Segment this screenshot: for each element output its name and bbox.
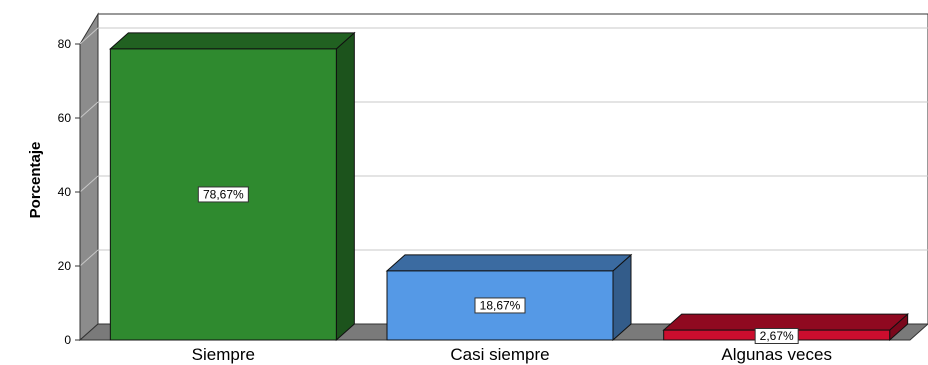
y-tick-label: 40 — [58, 185, 72, 199]
gridline-diagonal — [79, 175, 99, 193]
bars: 78,67% 18,67% 2,67% — [109, 31, 909, 344]
x-tick-labels: Siempre Casi siempre Algunas veces — [192, 345, 832, 364]
bar-siempre: 78,67% — [109, 31, 356, 342]
y-tick-label: 80 — [58, 37, 72, 51]
y-tick-label: 0 — [64, 333, 71, 347]
data-label-text: 18,67% — [480, 298, 521, 312]
x-tick-label: Algunas veces — [721, 345, 832, 364]
left-wall — [79, 12, 99, 342]
y-axis-title: Porcentaje — [27, 142, 44, 219]
y-ticks: 0 20 40 60 80 — [58, 37, 80, 347]
data-label-text: 78,67% — [203, 187, 244, 201]
data-label-box — [754, 328, 799, 344]
bar-top — [385, 254, 633, 272]
data-label-box — [474, 297, 526, 314]
y-tick-label: 60 — [58, 111, 72, 125]
bar-casi-siempre: 18,67% — [385, 253, 633, 342]
bar-top — [109, 32, 356, 50]
data-label: 2,67% — [754, 328, 799, 344]
gridline-diagonal — [79, 101, 99, 119]
bar-side — [335, 31, 355, 342]
gridline-diagonal — [79, 249, 99, 267]
y-tick-label: 20 — [58, 259, 72, 273]
x-tick-label: Casi siempre — [450, 345, 549, 364]
bar-algunas-veces: 2,67% — [662, 313, 909, 344]
bar-top — [662, 313, 909, 331]
data-label-text: 2,67% — [760, 329, 794, 343]
data-label: 78,67% — [197, 186, 249, 203]
data-label-box — [197, 186, 249, 203]
gridline-diagonal — [79, 27, 99, 45]
x-tick-label: Siempre — [192, 345, 255, 364]
data-label: 18,67% — [474, 297, 526, 314]
